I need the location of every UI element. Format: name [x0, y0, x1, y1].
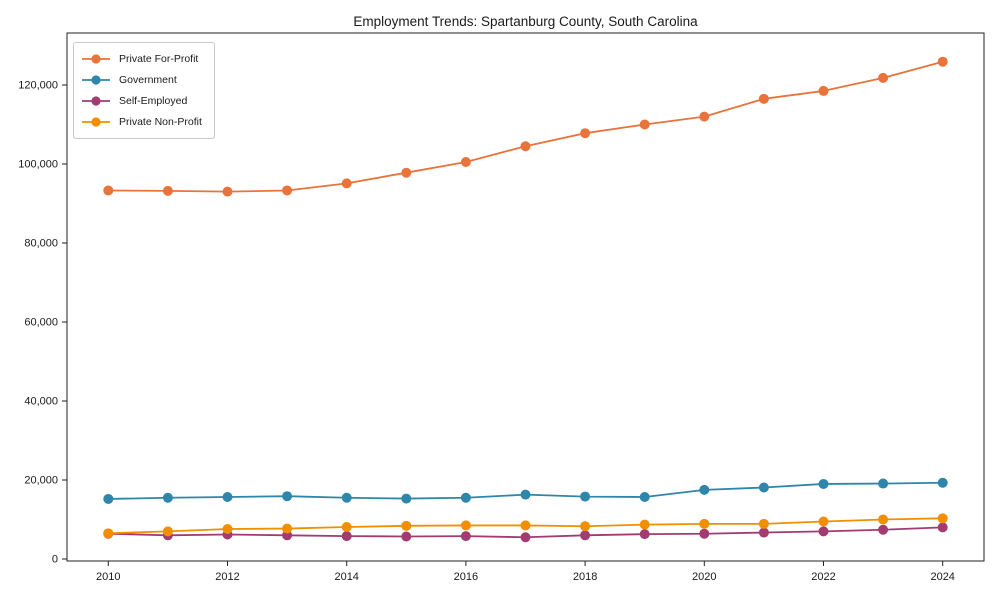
- x-axis-tick-label: 2024: [930, 571, 954, 583]
- data-point-self-employed: [818, 526, 829, 537]
- data-point-government: [818, 478, 829, 489]
- data-point-private-non-profit: [460, 520, 471, 531]
- data-point-self-employed: [699, 528, 710, 539]
- data-point-government: [460, 492, 471, 503]
- data-point-private-for-profit: [162, 185, 173, 196]
- data-point-private-for-profit: [222, 186, 233, 197]
- data-point-private-for-profit: [282, 185, 293, 196]
- data-point-self-employed: [758, 527, 769, 538]
- data-point-government: [103, 493, 114, 504]
- legend-marker-icon: [82, 96, 110, 106]
- data-point-private-non-profit: [401, 520, 412, 531]
- chart-title: Employment Trends: Spartanburg County, S…: [353, 14, 698, 29]
- data-point-private-for-profit: [937, 56, 948, 67]
- legend-marker-icon: [82, 54, 110, 64]
- y-axis-tick-label: 60,000: [24, 317, 58, 329]
- x-axis-tick-label: 2010: [96, 571, 120, 583]
- legend-marker-icon: [82, 75, 110, 85]
- data-point-government: [520, 489, 531, 500]
- legend-label: Private For-Profit: [119, 53, 199, 65]
- data-point-government: [162, 492, 173, 503]
- y-axis-tick-label: 20,000: [24, 475, 58, 487]
- data-point-government: [878, 478, 889, 489]
- data-point-private-non-profit: [937, 513, 948, 524]
- data-point-private-non-profit: [520, 520, 531, 531]
- data-point-government: [401, 493, 412, 504]
- data-point-private-for-profit: [103, 185, 114, 196]
- data-point-private-non-profit: [341, 522, 352, 533]
- data-point-private-non-profit: [282, 523, 293, 534]
- data-point-self-employed: [401, 531, 412, 542]
- data-point-self-employed: [639, 529, 650, 540]
- x-axis-tick-label: 2012: [215, 571, 239, 583]
- x-axis-tick-label: 2022: [811, 571, 835, 583]
- data-point-private-non-profit: [699, 518, 710, 529]
- data-point-private-for-profit: [639, 119, 650, 130]
- data-point-private-for-profit: [699, 111, 710, 122]
- chart-legend: Private For-Profit Government Self-Emplo…: [73, 42, 215, 139]
- legend-item-private-non-profit: Private Non-Profit: [82, 114, 204, 130]
- data-point-private-for-profit: [818, 85, 829, 96]
- legend-marker-icon: [82, 117, 110, 127]
- data-point-private-for-profit: [580, 128, 591, 139]
- data-point-private-for-profit: [341, 178, 352, 189]
- data-point-private-non-profit: [818, 516, 829, 527]
- data-point-private-for-profit: [878, 72, 889, 83]
- data-point-government: [222, 491, 233, 502]
- legend-label: Government: [119, 74, 177, 86]
- data-point-self-employed: [878, 524, 889, 535]
- data-point-government: [282, 491, 293, 502]
- data-point-government: [937, 477, 948, 488]
- legend-item-private-for-profit: Private For-Profit: [82, 51, 204, 67]
- legend-item-self-employed: Self-Employed: [82, 93, 204, 109]
- data-point-private-for-profit: [401, 167, 412, 178]
- data-point-private-non-profit: [222, 523, 233, 534]
- data-point-self-employed: [341, 531, 352, 542]
- data-point-government: [758, 482, 769, 493]
- data-point-private-non-profit: [162, 526, 173, 537]
- y-axis-tick-label: 40,000: [24, 396, 58, 408]
- data-point-self-employed: [937, 522, 948, 533]
- data-point-government: [580, 491, 591, 502]
- y-axis-tick-label: 80,000: [24, 238, 58, 250]
- y-axis-tick-label: 0: [52, 554, 58, 566]
- legend-label: Self-Employed: [119, 95, 188, 107]
- data-point-government: [341, 492, 352, 503]
- data-point-private-non-profit: [103, 528, 114, 539]
- data-point-private-for-profit: [758, 93, 769, 104]
- y-axis-tick-label: 100,000: [18, 159, 58, 171]
- y-axis-tick-label: 120,000: [18, 80, 58, 92]
- data-point-private-non-profit: [639, 519, 650, 530]
- data-point-private-for-profit: [520, 141, 531, 152]
- data-point-government: [699, 484, 710, 495]
- data-point-private-for-profit: [460, 157, 471, 168]
- x-axis-tick-label: 2020: [692, 571, 716, 583]
- data-point-private-non-profit: [758, 518, 769, 529]
- x-axis-tick-label: 2018: [573, 571, 597, 583]
- series-line-private-for-profit: [107, 60, 944, 193]
- legend-label: Private Non-Profit: [119, 116, 202, 128]
- data-point-private-non-profit: [580, 521, 591, 532]
- data-point-self-employed: [520, 532, 531, 543]
- legend-item-government: Government: [82, 72, 204, 88]
- x-axis-tick-label: 2014: [334, 571, 358, 583]
- plot-spines: [66, 32, 985, 562]
- x-axis-tick-label: 2016: [454, 571, 478, 583]
- data-point-self-employed: [460, 531, 471, 542]
- data-point-private-non-profit: [878, 514, 889, 525]
- data-point-self-employed: [580, 530, 591, 541]
- data-point-government: [639, 491, 650, 502]
